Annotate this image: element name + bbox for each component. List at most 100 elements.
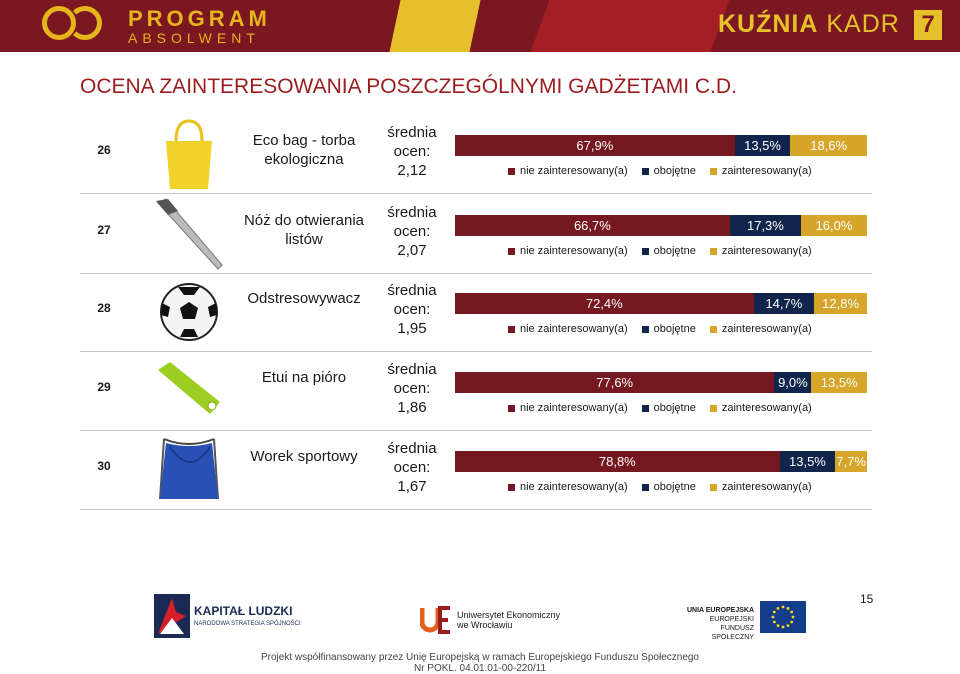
tote-bag-icon <box>150 117 228 191</box>
bar-segment-zainteresowany: 12,8% <box>814 293 867 314</box>
legend-label: zainteresowany(a) <box>721 323 812 335</box>
legend-item-obojetne: obojętne <box>641 481 696 493</box>
kuznia-kadr-logo: KUŹNIA KADR <box>718 10 900 38</box>
legend-label: zainteresowany(a) <box>721 245 812 257</box>
legend-swatch <box>641 404 649 412</box>
funding-note: Projekt współfinansowany przez Unię Euro… <box>0 652 960 674</box>
bar-segment-nie: 78,8% <box>455 451 780 472</box>
drawstring-bag-icon <box>150 433 228 507</box>
pen-case-icon <box>150 354 228 428</box>
bar-segment-obojetne: 17,3% <box>729 215 802 236</box>
eu-star-icon <box>790 620 794 624</box>
bar-segment-zainteresowany: 13,5% <box>811 372 867 393</box>
eu-line3: FUNDUSZ SPOŁECZNY <box>711 625 754 641</box>
legend-item-zainteresowany: zainteresowany(a) <box>709 165 812 177</box>
legend-swatch <box>508 167 515 175</box>
legend-swatch <box>508 483 515 491</box>
program-logo-text: PROGRAM <box>128 6 271 31</box>
item-name: Nóż do otwierania listów <box>243 212 365 248</box>
table-row: 30 Worek sportowy średnia ocen: 1,67 78,8% 13,… <box>80 431 872 510</box>
average-label-line2: ocen: <box>393 459 431 476</box>
legend-label: zainteresowany(a) <box>721 481 812 493</box>
legend-label: nie zainteresowany(a) <box>520 323 628 335</box>
average-label-line2: ocen: <box>393 143 431 160</box>
eu-star-icon <box>791 615 795 619</box>
legend-item-obojetne: obojętne <box>641 323 696 335</box>
eu-flag-icon <box>760 601 806 633</box>
legend-label: nie zainteresowany(a) <box>520 481 628 493</box>
kapital-ludzki-title: KAPITAŁ LUDZKI <box>194 604 293 618</box>
kapital-ludzki-logo: KAPITAŁ LUDZKI NARODOWA STRATEGIA SPÓJNO… <box>154 594 304 638</box>
item-name: Eco bag - torba ekologiczna <box>252 132 356 168</box>
kuznia-logo-number: 7 <box>914 10 942 40</box>
legend-item-zainteresowany: zainteresowany(a) <box>709 481 812 493</box>
legend-item-zainteresowany: zainteresowany(a) <box>709 245 812 257</box>
legend-swatch <box>641 167 649 175</box>
legend-swatch <box>508 247 515 255</box>
stacked-bar: 66,7% 17,3% 16,0% <box>455 215 867 236</box>
table-row: 29 Etui na pióro średnia ocen: 1,86 77,6% 9,0%… <box>80 352 872 431</box>
bar-segment-zainteresowany: 7,7% <box>835 451 867 472</box>
legend-label: obojętne <box>653 245 696 257</box>
legend-swatch <box>709 483 717 491</box>
eu-star-icon <box>781 625 785 629</box>
bar-segment-nie: 67,9% <box>455 135 735 156</box>
stacked-bar: 72,4% 14,7% 12,8% <box>455 293 867 314</box>
legend-label: nie zainteresowany(a) <box>520 245 628 257</box>
bar-segment-nie: 77,6% <box>455 372 775 393</box>
chart-legend: nie zainteresowany(a) obojętne zainteresow… <box>508 165 812 177</box>
chart-legend: nie zainteresowany(a) obojętne zainteresow… <box>508 323 812 335</box>
eu-star-icon <box>772 620 776 624</box>
chart-legend: nie zainteresowany(a) obojętne zainteresow… <box>508 402 812 414</box>
eu-star-icon <box>790 610 794 614</box>
legend-swatch <box>641 483 649 491</box>
header-decoration <box>389 0 481 52</box>
item-name: Etui na pióro <box>261 369 347 386</box>
average-rating: średnia ocen: 2,07 <box>376 203 448 260</box>
bar-segment-nie: 72,4% <box>455 293 754 314</box>
average-rating: średnia ocen: 2,12 <box>376 123 448 180</box>
bar-segment-obojetne: 14,7% <box>753 293 815 314</box>
average-value: 1,86 <box>397 399 427 416</box>
bar-segment-nie: 66,7% <box>455 215 730 236</box>
legend-item-obojetne: obojętne <box>641 402 696 414</box>
legend-swatch <box>709 404 717 412</box>
legend-item-nie: nie zainteresowany(a) <box>508 323 628 335</box>
eu-star-icon <box>781 605 785 609</box>
item-number: 27 <box>97 223 111 237</box>
average-label-line1: średnia <box>387 361 437 378</box>
average-value: 1,67 <box>397 478 427 495</box>
average-label-line1: średnia <box>387 204 437 221</box>
item-name: Odstresowywacz <box>247 290 361 307</box>
legend-swatch <box>709 247 717 255</box>
legend-item-zainteresowany: zainteresowany(a) <box>709 323 812 335</box>
item-name: Worek sportowy <box>250 448 358 465</box>
average-label-line1: średnia <box>387 440 437 457</box>
eu-line2: EUROPEJSKI <box>709 616 754 623</box>
kuznia-logo-bold: KUŹNIA <box>718 10 819 38</box>
ue-wroclaw-text: Uniwersytet Ekonomiczny we Wrocławiu <box>457 610 560 630</box>
legend-item-nie: nie zainteresowany(a) <box>508 245 628 257</box>
ue-wroclaw-logo-icon <box>420 606 450 634</box>
average-rating: średnia ocen: 1,67 <box>376 439 448 496</box>
ue-line1: Uniwersytet Ekonomiczny <box>457 610 561 620</box>
bar-segment-zainteresowany: 16,0% <box>801 215 867 236</box>
average-rating: średnia ocen: 1,95 <box>376 281 448 338</box>
legend-swatch <box>709 167 717 175</box>
program-absolwent-logo-arc-icon <box>68 6 102 40</box>
bar-segment-obojetne: 13,5% <box>734 135 791 156</box>
eu-star-icon <box>776 624 780 628</box>
eu-star-icon <box>772 610 776 614</box>
ue-line2: we Wrocławiu <box>457 620 513 630</box>
average-rating: średnia ocen: 1,86 <box>376 360 448 417</box>
legend-item-nie: nie zainteresowany(a) <box>508 402 628 414</box>
stacked-bar: 77,6% 9,0% 13,5% <box>455 372 867 393</box>
kuznia-logo-light: KADR <box>818 10 900 38</box>
eu-text: UNIA EUROPEJSKA EUROPEJSKI FUNDUSZ SPOŁE… <box>684 606 754 642</box>
chart-legend: nie zainteresowany(a) obojętne zainteresow… <box>508 481 812 493</box>
stacked-bar: 67,9% 13,5% 18,6% <box>455 135 867 156</box>
bar-segment-obojetne: 9,0% <box>774 372 812 393</box>
legend-item-obojetne: obojętne <box>641 165 696 177</box>
average-label-line2: ocen: <box>393 223 431 240</box>
legend-item-nie: nie zainteresowany(a) <box>508 481 628 493</box>
